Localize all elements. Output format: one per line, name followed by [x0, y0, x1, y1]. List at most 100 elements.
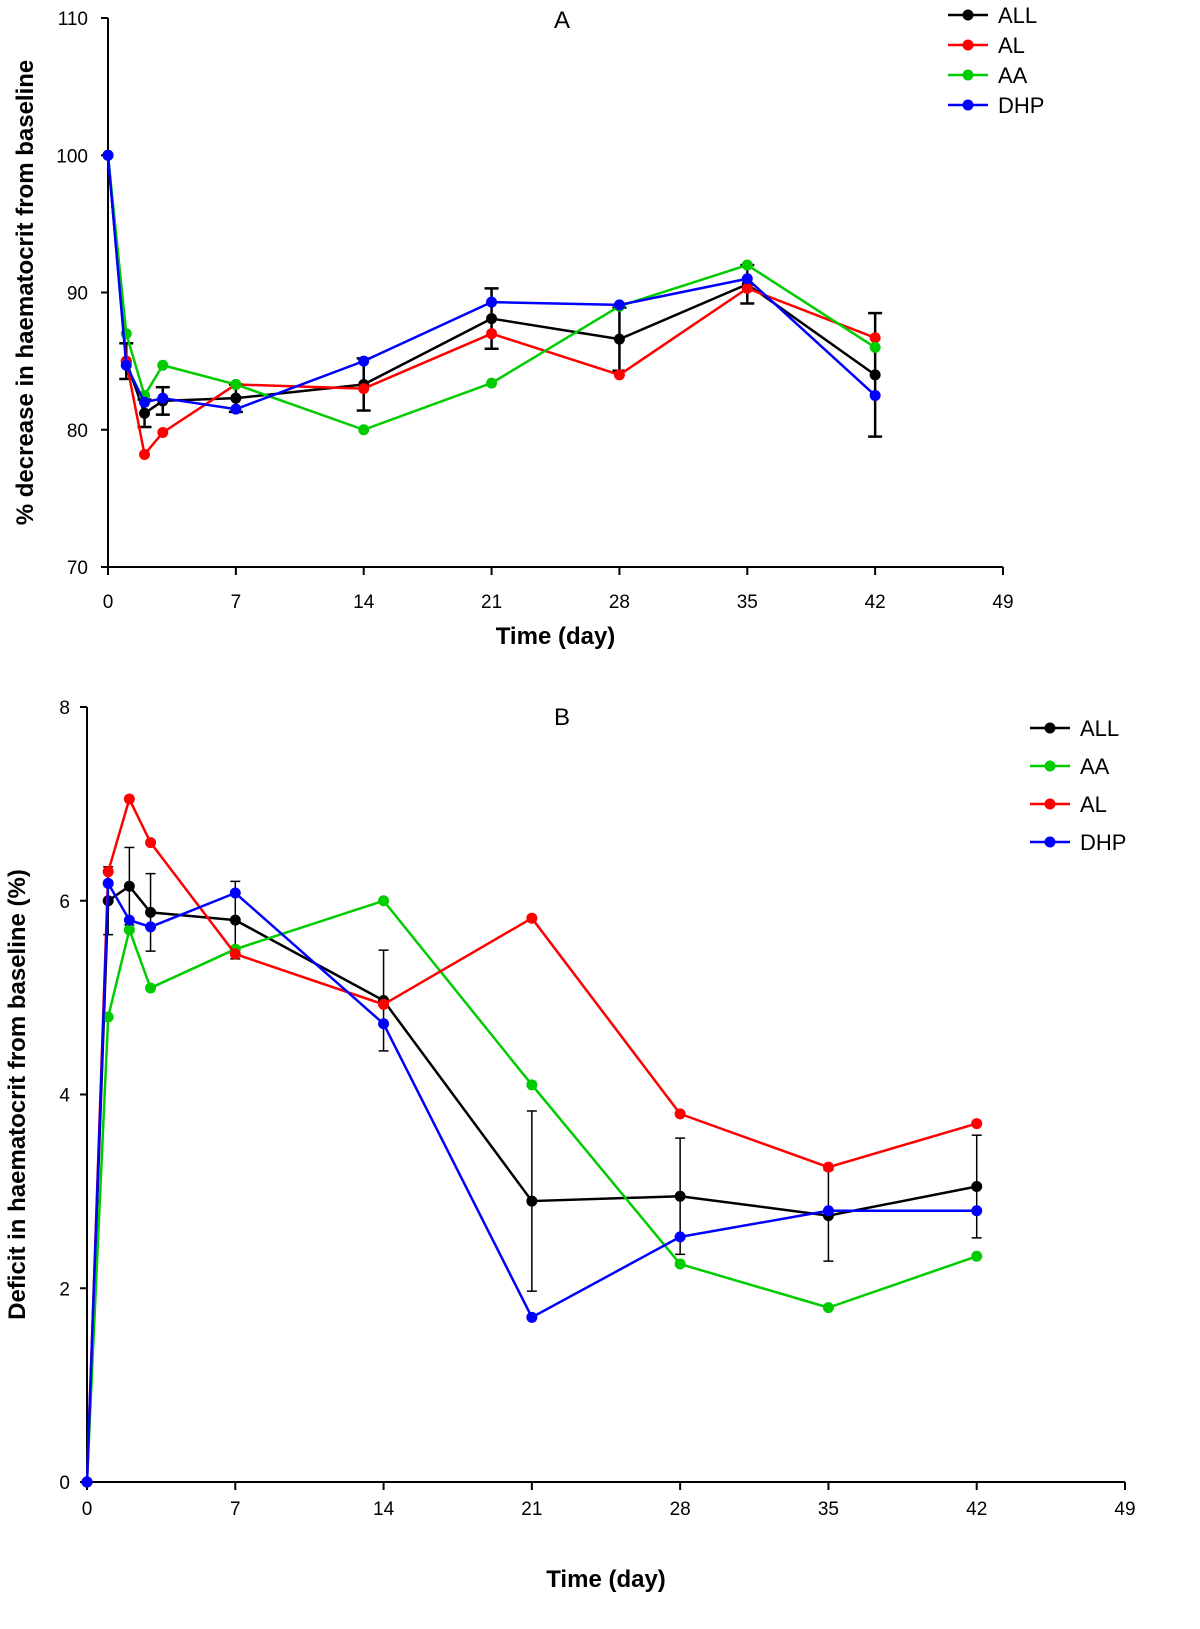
- panel-a-series-dhp-line: [106, 155, 876, 411]
- panel-a-series-al-point: [157, 426, 169, 438]
- panel-a-series-aa-point: [358, 424, 370, 436]
- panel-b-series-dhp-point: [674, 1231, 686, 1243]
- panel-b-series-dhp-point: [229, 887, 241, 899]
- panel-a-series-dhp-point: [157, 392, 169, 404]
- panel-b-x-tick-label: 35: [818, 1499, 839, 1520]
- panel-b-series-all-point: [145, 906, 157, 918]
- panel-a-x-tick-label: 21: [481, 592, 502, 613]
- panel-b-legend-aa-swatch-marker: [1044, 760, 1056, 772]
- panel-b-y-tick-label: 8: [59, 698, 70, 719]
- panel-b-x-tick-label: 0: [82, 1499, 93, 1520]
- panel-a-series-dhp-point: [613, 299, 625, 311]
- panel-a-series-al-point: [139, 448, 151, 460]
- panel-b-series-al-point: [526, 912, 538, 924]
- panel-a-series-all-point: [486, 313, 498, 325]
- panel-a-x-tick-label: 35: [737, 592, 758, 613]
- panel-a-series-aa-point: [741, 259, 753, 271]
- panel-a-series-al-point: [358, 383, 370, 395]
- panel-a-x-tick-label: 14: [353, 592, 375, 613]
- panel-b-series-all-point: [526, 1195, 538, 1207]
- panel-b-series-dhp-line: [85, 882, 977, 1483]
- panel-a-legend-aa-swatch-marker: [962, 69, 974, 81]
- panel-a-series-dhp-point: [139, 396, 151, 408]
- panel-b-series-al-point: [102, 866, 114, 878]
- panel-b-series-al-point: [145, 837, 157, 849]
- panel-a-series-all-line: [106, 155, 876, 415]
- panel-a-legend-dhp-label: DHP: [998, 93, 1044, 118]
- panel-b-series-al-point: [378, 998, 390, 1010]
- panel-b-x-tick-label: 14: [373, 1499, 395, 1520]
- panel-a-series-all-point: [869, 369, 881, 381]
- panel-b-series-aa-point: [123, 924, 135, 936]
- panel-b-series-dhp-point: [81, 1476, 93, 1488]
- panel-a-y-tick-label: 100: [56, 146, 88, 167]
- panel-a-x-tick-label: 28: [609, 592, 630, 613]
- panel-b-x-tick-label: 49: [1114, 1499, 1135, 1520]
- panel-a-legend-aa-label: AA: [998, 63, 1028, 88]
- panel-b-legend-all-label: ALL: [1080, 716, 1119, 741]
- panel-b-series-dhp-point: [145, 921, 157, 933]
- panel-b-series-al-line: [85, 797, 978, 1483]
- panel-b-series-dhp-point: [526, 1311, 538, 1323]
- panel-a-y-tick-label: 80: [67, 421, 88, 442]
- panel-b-series-dhp-point: [822, 1205, 834, 1217]
- panel-b-legend-aa-label: AA: [1080, 754, 1110, 779]
- panel-a-series-all-point: [230, 392, 242, 404]
- panel-a-legend-all-label: ALL: [998, 3, 1037, 28]
- panel-b-legend-dhp-swatch-marker: [1044, 836, 1056, 848]
- panel-a-series-dhp-point: [486, 296, 498, 308]
- panel-b-x-tick-label: 21: [521, 1499, 542, 1520]
- panel-b-series-aa-point: [102, 1011, 114, 1023]
- panel-a-series-al-point: [613, 369, 625, 381]
- panel-b-series-al-point: [971, 1118, 983, 1130]
- panel-a-series-aa-point: [486, 377, 498, 389]
- panel-a-series-dhp-point: [869, 389, 881, 401]
- panel-b-legend-al-label: AL: [1080, 792, 1107, 817]
- panel-b-series-all-line: [85, 884, 977, 1483]
- panel-a-series-dhp-point: [120, 359, 132, 371]
- panel-a: 70 80 90 100 110 0 7 14 21 28 35 42 49 Time (day) % de…: [12, 3, 1044, 650]
- panel-b-series-aa-point: [674, 1258, 686, 1270]
- panel-b-legend-dhp-label: DHP: [1080, 830, 1126, 855]
- panel-a-legend-all-swatch-marker: [962, 9, 974, 21]
- panel-a-series-dhp-point: [102, 149, 114, 161]
- panel-b-series-aa-point: [822, 1302, 834, 1314]
- panel-b-x-tick-label: 28: [670, 1499, 691, 1520]
- panel-a-series-aa-point: [230, 378, 242, 390]
- panel-b-series-al-point: [822, 1161, 834, 1173]
- panel-a-x-axis-title: Time (day): [496, 623, 616, 650]
- panel-b-x-axis-title: Time (day): [546, 1566, 666, 1593]
- panel-b-series-all-point: [123, 880, 135, 892]
- panel-b-y-tick-label: 6: [59, 892, 70, 913]
- panel-a-series-al-point: [741, 282, 753, 294]
- panel-a-legend-al-label: AL: [998, 33, 1025, 58]
- panel-a-series-al-point: [869, 332, 881, 344]
- panel-a-y-tick-label: 90: [67, 284, 88, 305]
- panel-a-x-tick-label: 42: [865, 592, 886, 613]
- panel-b-series-all-point: [229, 914, 241, 926]
- panel-b-legend-all-swatch-marker: [1044, 722, 1056, 734]
- panel-a-series-all-point: [139, 407, 151, 419]
- panel-a-series-al-point: [486, 328, 498, 340]
- panel-a-series-aa-point: [157, 359, 169, 371]
- panel-b-series-dhp-point: [971, 1205, 983, 1217]
- panel-b-series-dhp-point: [123, 914, 135, 926]
- panel-b-y-tick-label: 4: [59, 1086, 70, 1107]
- panel-b-series-al-point: [123, 793, 135, 805]
- panel-a-series-dhp-point: [230, 403, 242, 415]
- panel-b-series-al-point: [229, 948, 241, 960]
- panel-a-title: A: [554, 7, 570, 34]
- panel-b-series-aa-line: [85, 899, 978, 1483]
- panel-a-legend-dhp-swatch-marker: [962, 99, 974, 111]
- panel-a-series-al-line: [106, 155, 876, 456]
- panel-b-series-dhp-point: [102, 877, 114, 889]
- panel-b-series-al-point: [674, 1108, 686, 1120]
- panel-a-y-axis-title: % decrease in haematocrit from baseline: [12, 60, 39, 526]
- panel-a-series-all-point: [613, 333, 625, 345]
- panel-a-series-aa-line: [106, 155, 876, 431]
- panel-a-series-aa-point: [869, 341, 881, 353]
- panel-b-series-aa-point: [971, 1250, 983, 1262]
- panel-a-y-tick-label: 70: [67, 558, 88, 579]
